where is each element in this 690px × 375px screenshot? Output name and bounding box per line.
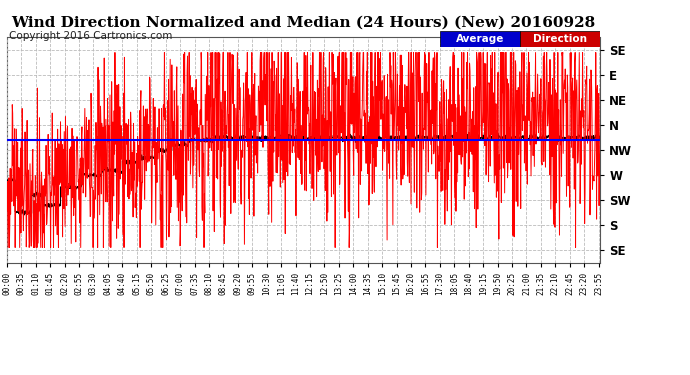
Text: Copyright 2016 Cartronics.com: Copyright 2016 Cartronics.com	[9, 32, 172, 41]
Title: Wind Direction Normalized and Median (24 Hours) (New) 20160928: Wind Direction Normalized and Median (24…	[12, 16, 595, 30]
